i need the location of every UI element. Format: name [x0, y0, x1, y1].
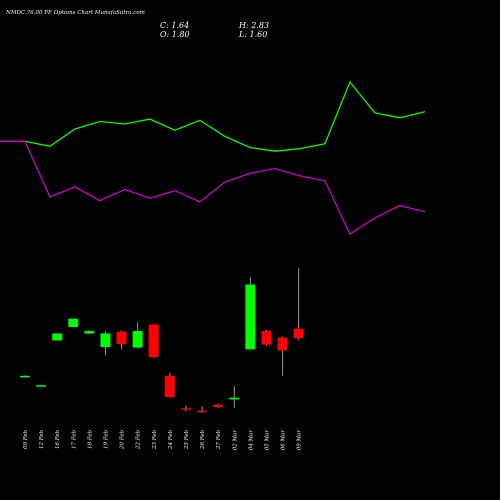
candle-up-body: [100, 333, 111, 347]
candle-up-body: [52, 333, 63, 341]
x-tick-label: 05 Mar: [265, 430, 271, 451]
x-tick-label: 16 Feb: [55, 430, 61, 450]
magenta-series-line: [0, 140, 426, 235]
x-tick-label: 25 Feb: [184, 430, 190, 451]
candle-down-body: [213, 404, 224, 408]
candle-up-body: [36, 385, 47, 387]
x-tick-label: 19 Feb: [104, 430, 110, 450]
candle-up-body: [20, 375, 30, 378]
candle-down-body: [261, 331, 272, 345]
x-tick-label: 26 Feb: [200, 430, 206, 451]
open-readout: O: 1.80: [160, 30, 190, 39]
x-tick-label: 23 Feb: [152, 430, 158, 451]
x-tick-label: 17 Feb: [71, 430, 77, 450]
x-tick-label: 02 Mar: [232, 430, 238, 451]
chart-title: NMDC 76.00 PE Options Chart MunafaSutra.…: [6, 10, 145, 16]
x-tick-label: 09 Feb: [23, 430, 29, 450]
candle-down-body: [197, 410, 208, 413]
green-series-line: [0, 80, 426, 152]
high-readout: H: 2.83: [239, 21, 270, 30]
candle-up-body: [84, 331, 95, 334]
low-readout: L: 1.60: [239, 30, 268, 39]
x-tick-label: 20 Feb: [120, 430, 126, 451]
x-tick-label: 22 Feb: [136, 430, 142, 451]
x-tick-label: 24 Feb: [168, 430, 174, 451]
candle-up-body: [132, 331, 143, 348]
x-tick-label: 27 Feb: [216, 430, 222, 451]
candle-down-body: [277, 337, 288, 351]
candle-down-body: [148, 324, 159, 357]
candle-down-body: [293, 328, 304, 339]
x-tick-label: 18 Feb: [87, 430, 93, 450]
x-tick-label: 12 Feb: [39, 430, 45, 450]
candle-down-body: [116, 331, 127, 345]
x-tick-label: 04 Mar: [248, 430, 254, 451]
candle-up-body: [229, 397, 240, 400]
x-tick-label: 06 Mar: [281, 430, 287, 451]
candle-up-body: [68, 318, 79, 327]
x-tick-label: 09 Mar: [297, 430, 303, 451]
candle-up-body: [245, 284, 256, 350]
close-readout: C: 1.64: [160, 21, 190, 30]
candle-down-body: [164, 375, 175, 398]
candle-down-body: [181, 408, 191, 410]
